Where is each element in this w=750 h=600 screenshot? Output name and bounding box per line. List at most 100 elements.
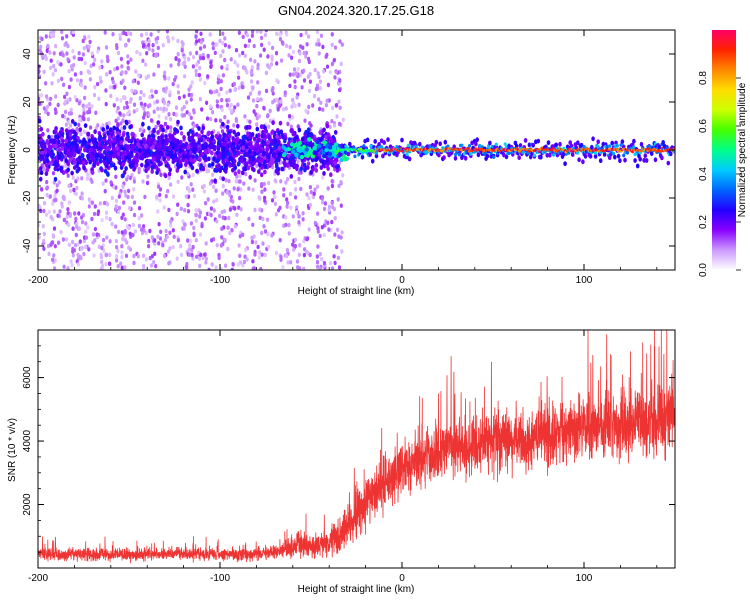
spectrogram-cell: [51, 233, 55, 238]
spectrogram-cell: [329, 261, 333, 266]
spectrogram-cell: [188, 112, 192, 117]
spectrogram-cell: [230, 267, 234, 270]
spectrogram-cell: [90, 104, 94, 109]
spectrogram-cell: [271, 120, 275, 126]
spectrogram-cell: [267, 180, 271, 186]
spectrogram-cell: [102, 200, 107, 206]
spectrogram-cell: [79, 78, 83, 84]
spectrogram-cell: [47, 209, 51, 215]
spectrogram-cell: [104, 262, 108, 267]
spectrogram-cell: [266, 54, 270, 59]
spectrogram-cell: [120, 265, 124, 270]
spectrogram-cell: [223, 238, 227, 243]
spectrogram-cell: [108, 239, 112, 244]
spectrogram-cell: [204, 256, 208, 261]
spectrogram-cell: [237, 150, 241, 156]
spectrogram-cell: [186, 186, 191, 191]
spectrogram-cell: [191, 138, 196, 144]
spectrogram-cell: [292, 159, 296, 165]
spectrogram-cell: [167, 175, 171, 181]
spectrogram-cell: [103, 189, 107, 194]
spectrogram-cell: [200, 223, 204, 229]
spectrogram-cell: [175, 256, 179, 261]
spectrogram-cell: [183, 60, 187, 65]
spectrogram-cell: [82, 164, 86, 170]
spectrogram-cell: [203, 252, 207, 257]
spectrogram-cell: [238, 156, 242, 162]
spectrogram-cell: [489, 151, 493, 156]
spectrogram-cell: [131, 79, 135, 84]
spectrogram-cell: [295, 95, 299, 100]
spectrogram-cell: [169, 129, 173, 134]
spectrogram-cell: [189, 182, 193, 187]
spectrogram-cell: [232, 158, 237, 164]
spectrogram-cell: [262, 224, 266, 229]
spectrogram-cell: [253, 207, 257, 213]
spectrogram-cell: [227, 151, 231, 157]
spectrogram-cell: [77, 166, 81, 172]
spectrogram-cell: [167, 261, 171, 266]
spectrogram-cell: [248, 141, 252, 147]
spectrogram-cell: [190, 80, 194, 85]
spectrogram-cell: [293, 84, 297, 90]
spectrogram-cell: [252, 136, 257, 142]
spectrogram-cell: [152, 163, 157, 169]
spectrogram-cell: [93, 149, 97, 155]
spectrogram-cell: [178, 159, 183, 165]
spectrogram-cell: [202, 44, 206, 49]
spectrogram-cell: [214, 118, 218, 123]
spectrogram-cell: [279, 99, 283, 104]
spectrogram-cell: [57, 139, 61, 145]
spectrogram-cell: [156, 120, 160, 125]
spectrogram-cell: [242, 259, 246, 265]
spectrogram-cell: [247, 186, 251, 191]
spectrogram-cell: [83, 61, 87, 66]
spectrogram-cell: [115, 245, 119, 250]
spectrogram-cell: [169, 63, 173, 68]
spectrogram-cell: [67, 141, 72, 147]
spectrogram-cell: [152, 72, 156, 77]
spectrogram-cell: [100, 167, 104, 173]
spectrogram-cell: [115, 126, 119, 132]
spectrogram-cell: [291, 214, 295, 219]
spectrogram-cell: [46, 111, 50, 117]
spectrogram-cell: [84, 229, 88, 234]
spectrogram-cell: [171, 244, 175, 250]
spectrogram-cell: [104, 215, 109, 220]
spectrogram-cell: [104, 252, 108, 258]
spectrogram-cell: [115, 45, 119, 51]
spectrogram-cell: [127, 138, 131, 144]
spectrogram-cell: [666, 160, 671, 166]
spectrogram-cell: [570, 152, 575, 158]
spectrogram-cell: [643, 153, 648, 159]
spectrogram-cell: [184, 194, 188, 199]
spectrogram-cell: [60, 30, 64, 35]
spectrogram-cell: [59, 229, 63, 235]
spectrogram-cell: [615, 144, 619, 148]
spectrogram-cell: [76, 242, 80, 247]
spectrogram-cell: [369, 144, 373, 148]
spectrogram-cell: [75, 78, 80, 83]
spectrogram-cell: [220, 65, 224, 70]
spectrogram-cell: [114, 224, 118, 229]
spectrogram-cell: [131, 222, 135, 228]
spectrogram-cell: [40, 93, 44, 98]
spectrogram-cell: [269, 146, 274, 152]
spectrogram-cell: [252, 167, 256, 173]
spectrogram-cell: [120, 250, 124, 255]
spectrogram-cell: [370, 158, 375, 164]
spectrogram-cell: [71, 226, 75, 231]
spectrogram-cell: [99, 266, 103, 270]
spectrogram-cell: [266, 64, 271, 69]
colorbar-gradient: [712, 30, 736, 270]
spectrogram-cell: [125, 177, 129, 182]
spectrogram-cell: [61, 237, 65, 242]
spectrogram-cell: [220, 226, 224, 231]
spectrogram-cell: [148, 103, 152, 108]
spectrogram-cell: [293, 244, 297, 249]
spectrogram-cell: [236, 63, 240, 68]
spectrogram-cell: [164, 194, 168, 199]
spectrogram-cell: [96, 211, 100, 217]
spectrogram-cell: [39, 126, 44, 132]
spectrogram-cell: [488, 140, 492, 146]
